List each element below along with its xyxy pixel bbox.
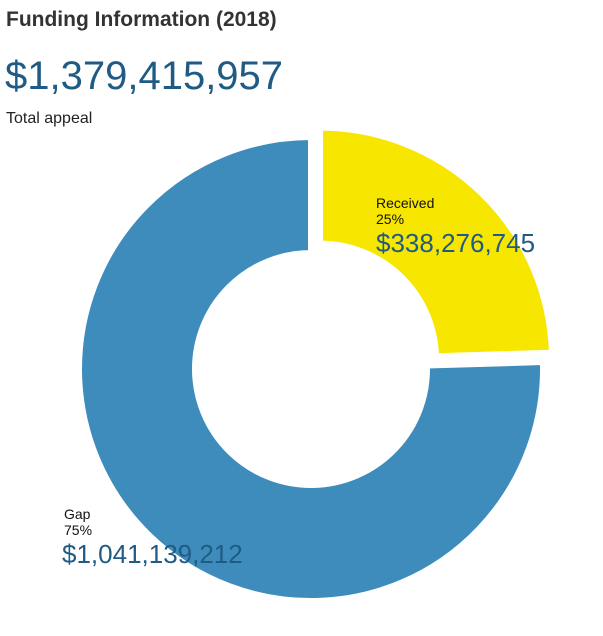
chart-title: Funding Information (2018) — [6, 8, 277, 31]
gap-percent-label: 75% — [64, 522, 93, 538]
received-category-label: Received — [376, 195, 435, 211]
received-amount-label: $338,276,745 — [376, 228, 536, 258]
gap-label-block: Gap 75% — [64, 506, 92, 538]
received-slice — [317, 124, 556, 360]
gap-amount-label: $1,041,139,212 — [62, 539, 243, 569]
gap-category-label: Gap — [64, 506, 91, 522]
total-appeal-amount: $1,379,415,957 — [5, 54, 284, 98]
received-label-block: Received 25% — [376, 195, 434, 227]
gap-slice — [76, 133, 546, 604]
received-percent-label: 25% — [376, 211, 405, 227]
total-appeal-label: Total appeal — [6, 110, 93, 127]
